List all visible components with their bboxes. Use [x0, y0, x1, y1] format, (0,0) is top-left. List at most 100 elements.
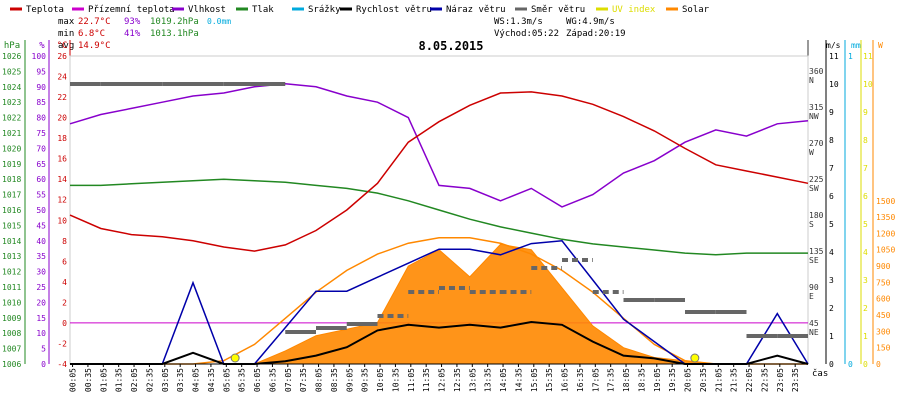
uv-tick-8: 8 [863, 136, 868, 145]
temperature-tick-10: 16 [57, 155, 67, 164]
x-tick-label-5: 02:35 [145, 368, 154, 392]
solar-tick-3: 450 [876, 311, 891, 320]
x-tick-label-47: 23:35 [791, 368, 800, 392]
solar-tick-10: 1500 [876, 197, 895, 206]
humidity-tick-19: 95 [36, 67, 46, 76]
wind-tick-9: 9 [829, 108, 834, 117]
pressure-tick-14: 1020 [2, 144, 21, 153]
pressure-tick-15: 1021 [2, 129, 21, 138]
solar-tick-1: 150 [876, 344, 891, 353]
stat-min-press: 1013.1hPa [150, 29, 199, 39]
solar-tick-0: 0 [876, 360, 881, 369]
x-tick-label-22: 11:05 [407, 368, 416, 392]
uv-tick-3: 3 [863, 276, 868, 285]
humidity-tick-1: 5 [41, 345, 46, 354]
solar-tick-6: 900 [876, 262, 891, 271]
wind-tick-5: 5 [829, 220, 834, 229]
temperature-tick-12: 20 [57, 114, 67, 123]
uv-tick-9: 9 [863, 108, 868, 117]
legend-label-6: Náraz větru [446, 5, 506, 15]
sunrise-marker [230, 353, 240, 363]
direction-tick-label-1: NE [809, 328, 819, 337]
legend-label-2: Vlhkost [188, 5, 226, 15]
direction-tick-1: 45 [809, 319, 819, 328]
pressure-tick-19: 1025 [2, 67, 21, 76]
x-tick-label-38: 19:05 [653, 368, 662, 392]
solar-tick-5: 750 [876, 278, 891, 287]
pressure-tick-8: 1014 [2, 237, 21, 246]
sunset-marker [690, 353, 700, 363]
right-axis-unit-1: mm [851, 41, 861, 50]
stats-block: max 22.7°C 93% 1019.2hPa 0.0mm min 6.8°C… [58, 17, 626, 51]
stat-wind-speed: WS:1.3m/s [494, 17, 543, 27]
stat-avg-label: avg [58, 41, 74, 51]
humidity-tick-20: 100 [32, 52, 47, 61]
wind-tick-0: 0 [829, 360, 834, 369]
x-tick-label-28: 14:05 [499, 368, 508, 392]
direction-tick-8: 360 [809, 67, 824, 76]
wind-tick-8: 8 [829, 136, 834, 145]
right-axis-unit-0: m/s [826, 41, 841, 50]
direction-tick-label-3: SE [809, 256, 819, 265]
temperature-tick-9: 14 [57, 175, 67, 184]
x-axis: 00:05 00:35 01:05 01:35 02:05 02:35 03:05 03:35… [69, 363, 808, 392]
x-tick-label-9: 04:35 [207, 368, 216, 392]
pressure-tick-16: 1022 [2, 114, 21, 123]
pressure-tick-13: 1019 [2, 160, 21, 169]
x-tick-label-1: 00:35 [84, 368, 93, 392]
x-tick-label-27: 13:35 [484, 368, 493, 392]
x-tick-label-20: 10:05 [376, 368, 385, 392]
uv-tick-5: 5 [863, 220, 868, 229]
x-tick-label-23: 11:35 [422, 368, 431, 392]
x-tick-label-19: 09:35 [361, 368, 370, 392]
stat-max-temp: 22.7°C [78, 17, 111, 27]
humidity-tick-11: 55 [36, 191, 46, 200]
pressure-line [70, 178, 808, 256]
humidity-tick-2: 10 [36, 329, 46, 338]
stat-max-press: 1019.2hPa [150, 17, 199, 27]
x-tick-label-7: 03:35 [176, 368, 185, 392]
direction-tick-label-7: NW [809, 112, 819, 121]
x-tick-label-14: 07:05 [284, 368, 293, 392]
wind-tick-2: 2 [829, 304, 834, 313]
wind-tick-11: 11 [829, 52, 839, 61]
stat-min-hum: 41% [124, 29, 141, 39]
x-tick-label-44: 22:05 [745, 368, 754, 392]
wind-tick-7: 7 [829, 164, 834, 173]
stat-max-hum: 93% [124, 17, 141, 27]
wind-tick-1: 1 [829, 332, 834, 341]
humidity-tick-14: 70 [36, 144, 46, 153]
wind-tick-4: 4 [829, 248, 834, 257]
legend-label-1: Přízemní teplota [88, 5, 175, 15]
pressure-tick-18: 1024 [2, 83, 21, 92]
temperature-tick-11: 18 [57, 134, 67, 143]
pressure-tick-3: 1009 [2, 314, 21, 323]
x-axis-label: čas [812, 368, 828, 379]
legend-label-9: Solar [682, 5, 710, 15]
uv-tick-0: 0 [863, 360, 868, 369]
direction-tick-label-5: SW [809, 184, 819, 193]
temperature-tick-4: 4 [62, 278, 67, 287]
x-tick-label-39: 19:35 [668, 368, 677, 392]
x-tick-label-26: 13:05 [468, 368, 477, 392]
stat-min-temp: 6.8°C [78, 29, 105, 39]
humidity-tick-12: 60 [36, 175, 46, 184]
temperature-tick-14: 24 [57, 73, 67, 82]
pressure-tick-17: 1023 [2, 98, 21, 107]
temperature-tick-5: 6 [62, 257, 67, 266]
temperature-tick-6: 8 [62, 237, 67, 246]
x-tick-label-15: 07:35 [299, 368, 308, 392]
direction-tick-4: 180 [809, 211, 824, 220]
x-tick-label-0: 00:05 [69, 368, 78, 392]
rain-tick-0: 0 [848, 360, 853, 369]
stat-sunrise: Východ:05:22 [494, 29, 559, 39]
left-axis-unit-2: °C [57, 41, 68, 51]
uv-tick-7: 7 [863, 164, 868, 173]
x-tick-label-30: 15:05 [530, 368, 539, 392]
rain-tick-1: 1 [848, 52, 853, 61]
stat-max-rain: 0.0mm [207, 17, 231, 26]
x-tick-label-3: 01:35 [115, 368, 124, 392]
x-tick-label-21: 10:35 [391, 368, 400, 392]
legend-label-7: Směr větru [531, 5, 585, 15]
